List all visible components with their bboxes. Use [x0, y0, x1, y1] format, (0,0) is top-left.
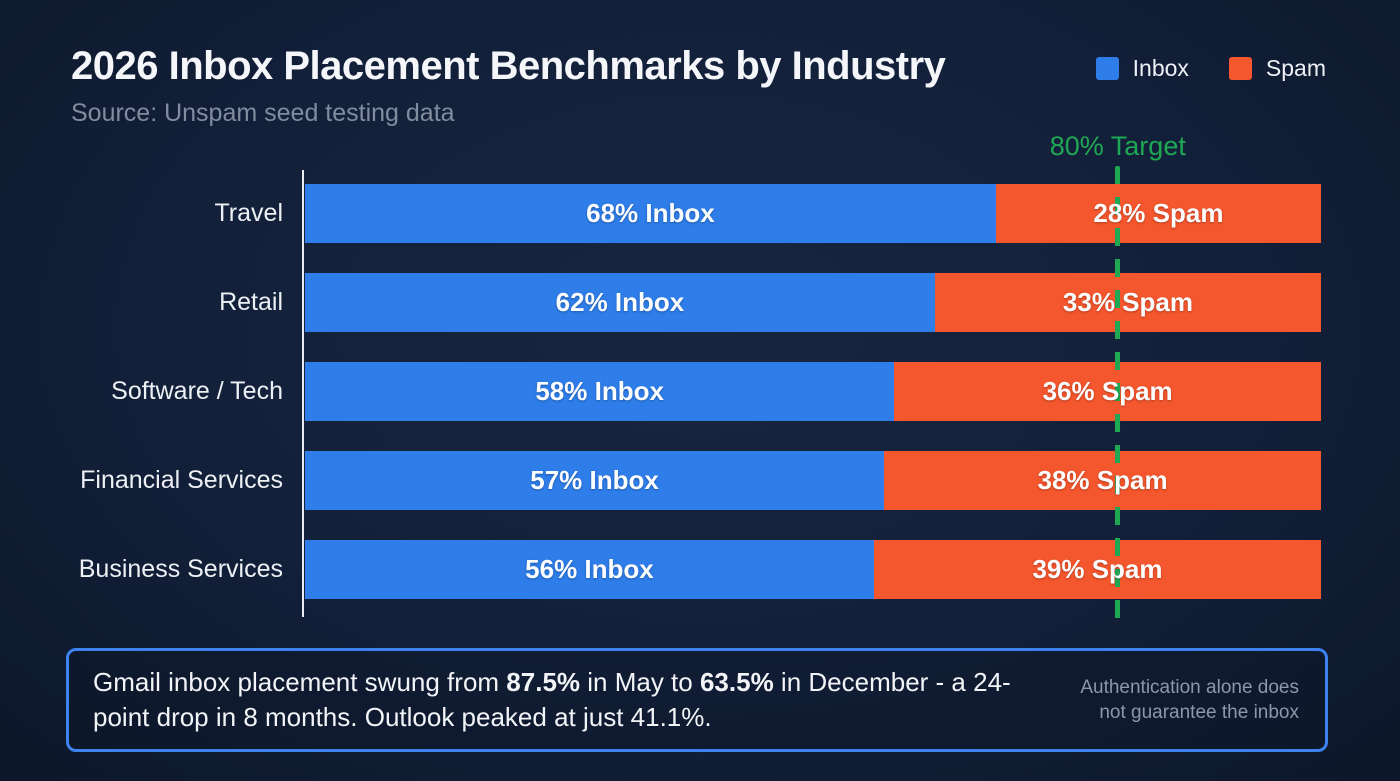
inbox-bar-segment: 58% Inbox — [305, 362, 895, 421]
category-label: Software / Tech — [111, 377, 283, 405]
side-note: Authentication alone does not guarantee … — [1080, 677, 1299, 723]
spam-bar-segment: 33% Spam — [934, 273, 1321, 332]
note-segment: 63.5% — [699, 667, 774, 697]
spam-value-label: 36% Spam — [1042, 376, 1173, 406]
callout-note: Gmail inbox placement swung from 87.5% i… — [93, 665, 1033, 735]
spam-bar-segment: 39% Spam — [873, 540, 1321, 599]
legend-item-label: Spam — [1265, 55, 1326, 81]
callout-box: Gmail inbox placement swung from 87.5% i… — [66, 648, 1328, 752]
spam-value-label: 28% Spam — [1093, 198, 1224, 228]
legend-item: Inbox — [1095, 55, 1189, 82]
inbox-bar-segment: 62% Inbox — [305, 273, 935, 332]
bar-track: 57% Inbox 38% Spam — [305, 451, 1321, 510]
page-title: 2026 Inbox Placement Benchmarks by Indus… — [71, 44, 946, 88]
bar-row: Travel 68% Inbox 28% Spam — [0, 184, 1321, 243]
target-line-label: 80% Target — [1049, 131, 1186, 161]
inbox-bar-segment: 57% Inbox — [305, 451, 885, 510]
y-axis-line — [302, 170, 304, 617]
spam-value-label: 39% Spam — [1032, 554, 1163, 584]
bar-row: Retail 62% Inbox 33% Spam — [0, 273, 1321, 332]
bar-track: 56% Inbox 39% Spam — [305, 540, 1321, 599]
note-segment: in December - a 24-point drop in 8 month… — [93, 667, 1011, 732]
category-label: Business Services — [78, 555, 283, 583]
category-label: Travel — [214, 199, 283, 227]
target-line — [1115, 166, 1121, 624]
inbox-value-label: 62% Inbox — [555, 287, 685, 317]
bar-track: 68% Inbox 28% Spam — [305, 184, 1321, 243]
bar-chart: Travel 68% Inbox 28% Spam Retail 62% Inb… — [0, 184, 1321, 629]
note-segment: 87.5% — [506, 667, 581, 697]
legend-swatch-icon — [1228, 57, 1252, 80]
category-label: Financial Services — [80, 466, 283, 494]
spam-value-label: 33% Spam — [1062, 287, 1193, 317]
inbox-bar-segment: 68% Inbox — [305, 184, 996, 243]
bar-track: 62% Inbox 33% Spam — [305, 273, 1321, 332]
note-segment: Gmail inbox placement swung from — [93, 667, 507, 697]
inbox-value-label: 58% Inbox — [535, 376, 664, 406]
bar-row: Financial Services 57% Inbox 38% Spam — [0, 451, 1321, 510]
spam-bar-segment: 38% Spam — [884, 451, 1321, 510]
legend-item: Spam — [1228, 55, 1326, 82]
inbox-bar-segment: 56% Inbox — [305, 540, 874, 599]
bar-row: Business Services 56% Inbox 39% Spam — [0, 540, 1321, 599]
bar-track: 58% Inbox 36% Spam — [305, 362, 1321, 421]
bar-row: Software / Tech 58% Inbox 36% Spam — [0, 362, 1321, 421]
spam-bar-segment: 28% Spam — [995, 184, 1321, 243]
legend: Inbox Spam — [1095, 55, 1326, 82]
source-subtitle: Source: Unspam seed testing data — [71, 99, 455, 127]
spam-bar-segment: 36% Spam — [894, 362, 1321, 421]
inbox-value-label: 56% Inbox — [525, 554, 654, 584]
spam-value-label: 38% Spam — [1037, 465, 1168, 495]
inbox-value-label: 57% Inbox — [530, 465, 659, 495]
category-label: Retail — [219, 288, 283, 316]
legend-item-label: Inbox — [1132, 55, 1189, 81]
legend-swatch-icon — [1095, 57, 1119, 80]
inbox-value-label: 68% Inbox — [586, 198, 715, 228]
note-segment: in May to — [580, 667, 700, 697]
